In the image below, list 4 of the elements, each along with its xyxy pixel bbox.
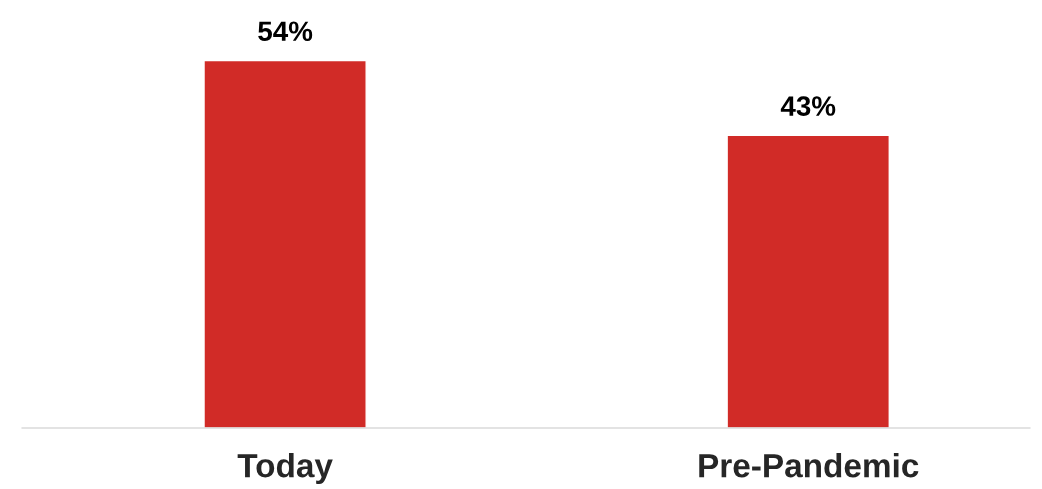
x-tick-label: Today (237, 453, 333, 485)
data-label: 54% (258, 21, 313, 42)
x-tick-label: Pre-Pandemic (699, 453, 919, 478)
data-label: 43% (780, 96, 836, 116)
